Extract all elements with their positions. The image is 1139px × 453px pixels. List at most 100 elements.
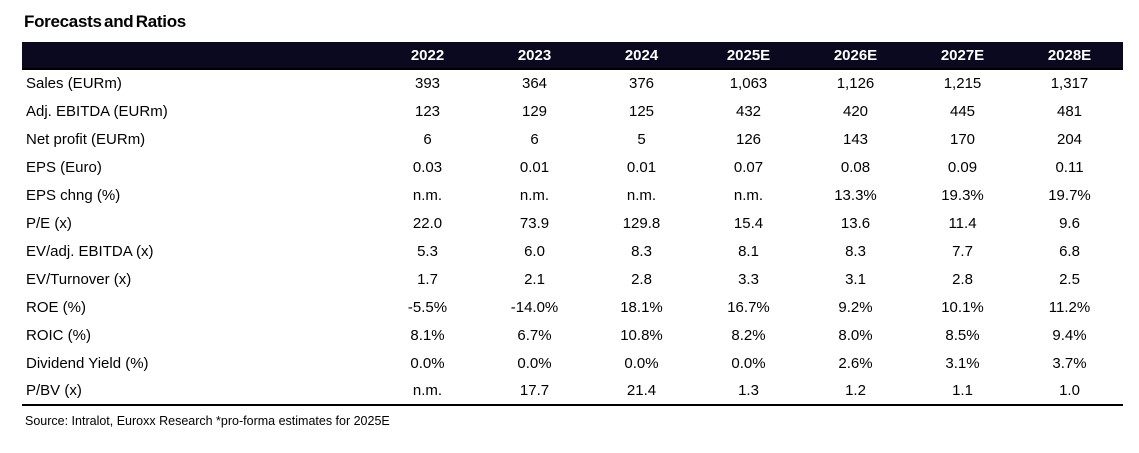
cell-value: 0.01	[519, 158, 550, 176]
row-label: Adj. EBITDA (EURm)	[26, 102, 168, 120]
cell-value: 204	[1056, 130, 1083, 148]
page-title: Forecasts and Ratios	[24, 12, 186, 31]
cell-value: 1.2	[802, 377, 909, 406]
cell-value: 0.0%	[410, 354, 445, 372]
cell-value: 6.8	[1059, 242, 1080, 260]
cell-value: -14.0%	[510, 298, 559, 316]
table-row: ROE (%) -5.5% -14.0% 18.1% 16.7% 9.2% 10.1% 11.…	[22, 293, 1123, 321]
cell-value: 6.0	[524, 242, 545, 260]
cell-value: 9.2%	[838, 298, 873, 316]
column-header: 2024	[588, 42, 695, 70]
cell-value: 125	[628, 102, 655, 120]
row-label: EPS chng (%)	[26, 186, 121, 204]
column-header: 2023	[481, 42, 588, 70]
cell-value: 1.0	[1016, 377, 1123, 406]
table-row: EV/adj. EBITDA (x) 5.3 6.0 8.3 8.1 8.3 7.7 6.8	[22, 237, 1123, 265]
row-label: EPS (Euro)	[26, 158, 102, 176]
cell-value: 22.0	[412, 214, 443, 232]
cell-value: 8.1	[738, 242, 759, 260]
cell-value: 1.3	[695, 377, 802, 406]
cell-value: 0.0%	[517, 354, 552, 372]
table-row: Sales (EURm) 393 364 376 1,063 1,126 1,215 1,31…	[22, 69, 1123, 97]
cell-value: 0.09	[947, 158, 978, 176]
cell-value: 170	[949, 130, 976, 148]
row-label: Sales (EURm)	[26, 75, 122, 92]
cell-value: 376	[628, 75, 655, 92]
row-label: ROE (%)	[26, 298, 86, 316]
cell-value: 21.4	[588, 377, 695, 406]
cell-value: n.m.	[519, 186, 550, 204]
cell-value: 129	[521, 102, 548, 120]
cell-value: -5.5%	[407, 298, 448, 316]
cell-value: 0.01	[626, 158, 657, 176]
cell-value: 13.6	[840, 214, 871, 232]
row-label: P/BV (x)	[22, 377, 374, 406]
cell-value: 143	[842, 130, 869, 148]
cell-value: 1,126	[836, 75, 875, 92]
cell-value: 2.6%	[838, 354, 873, 372]
cell-value: 5.3	[417, 242, 438, 260]
cell-value: 19.7%	[1048, 186, 1091, 204]
cell-value: 9.6	[1059, 214, 1080, 232]
cell-value: 1,317	[1050, 75, 1089, 92]
cell-value: 129.8	[622, 214, 661, 232]
cell-value: 8.0%	[838, 326, 873, 344]
column-header: 2026E	[802, 42, 909, 70]
cell-value: 2.5	[1059, 270, 1080, 288]
row-label: ROIC (%)	[26, 326, 91, 344]
cell-value: 17.7	[481, 377, 588, 406]
cell-value: 1.7	[417, 270, 438, 288]
cell-value: 432	[735, 102, 762, 120]
cell-value: 18.1%	[620, 298, 663, 316]
row-label: Dividend Yield (%)	[26, 354, 149, 372]
table-row: Net profit (EURm) 6 6 5 126 143 170 204	[22, 125, 1123, 153]
cell-value: 0.08	[840, 158, 871, 176]
cell-value: 0.11	[1055, 158, 1084, 176]
cell-value: 1.1	[909, 377, 1016, 406]
table-row: ROIC (%) 8.1% 6.7% 10.8% 8.2% 8.0% 8.5% 9.4%	[22, 321, 1123, 349]
forecasts-table: 2022 2023 2024 2025E 2026E 2027E 2028E Sales (…	[22, 42, 1123, 406]
cell-value: 0.03	[412, 158, 443, 176]
cell-value: 5	[637, 130, 646, 148]
cell-value: 0.0%	[731, 354, 766, 372]
table-row: Adj. EBITDA (EURm) 123 129 125 432 420 445 481	[22, 97, 1123, 125]
cell-value: 8.1%	[410, 326, 445, 344]
table-row: EV/Turnover (x) 1.7 2.1 2.8 3.3 3.1 2.8 2.5	[22, 265, 1123, 293]
column-header: 2025E	[695, 42, 802, 70]
cell-value: 2.1	[524, 270, 545, 288]
cell-value: 126	[735, 130, 762, 148]
cell-value: 6	[530, 130, 539, 148]
cell-value: 11.4	[948, 214, 977, 232]
row-label: Net profit (EURm)	[26, 130, 146, 148]
cell-value: 3.1%	[945, 354, 980, 372]
cell-value: 1,215	[943, 75, 982, 92]
cell-value: 8.5%	[945, 326, 980, 344]
table-row: Dividend Yield (%) 0.0% 0.0% 0.0% 0.0% 2.6% 3.…	[22, 349, 1123, 377]
cell-value: 481	[1056, 102, 1083, 120]
row-label: EV/adj. EBITDA (x)	[26, 242, 154, 260]
source-note: Source: Intralot, Euroxx Research *pro-f…	[25, 414, 390, 428]
column-header: 2028E	[1016, 42, 1123, 70]
cell-value: 19.3%	[941, 186, 984, 204]
table-row: P/BV (x) n.m. 17.7 21.4 1.3 1.2 1.1 1.0	[22, 377, 1123, 406]
cell-value: 8.3	[631, 242, 652, 260]
cell-value: n.m.	[733, 186, 764, 204]
cell-value: 16.7%	[727, 298, 770, 316]
table-header-row: 2022 2023 2024 2025E 2026E 2027E 2028E	[22, 42, 1123, 70]
cell-value: 73.9	[519, 214, 550, 232]
cell-value: 2.8	[952, 270, 973, 288]
cell-value: 10.1%	[941, 298, 984, 316]
cell-value: 8.3	[845, 242, 866, 260]
cell-value: 6.7%	[517, 326, 552, 344]
cell-value: 0.0%	[624, 354, 659, 372]
cell-value: n.m.	[626, 186, 657, 204]
cell-value: 15.4	[733, 214, 764, 232]
cell-value: 3.3	[738, 270, 759, 288]
cell-value: 13.3%	[834, 186, 877, 204]
cell-value: 8.2%	[731, 326, 766, 344]
table-row: EPS chng (%) n.m. n.m. n.m. n.m. 13.3% 19.3% 19…	[22, 181, 1123, 209]
column-header-blank	[22, 42, 374, 70]
row-label: EV/Turnover (x)	[26, 270, 132, 288]
cell-value: 393	[414, 75, 441, 92]
column-header: 2027E	[909, 42, 1016, 70]
